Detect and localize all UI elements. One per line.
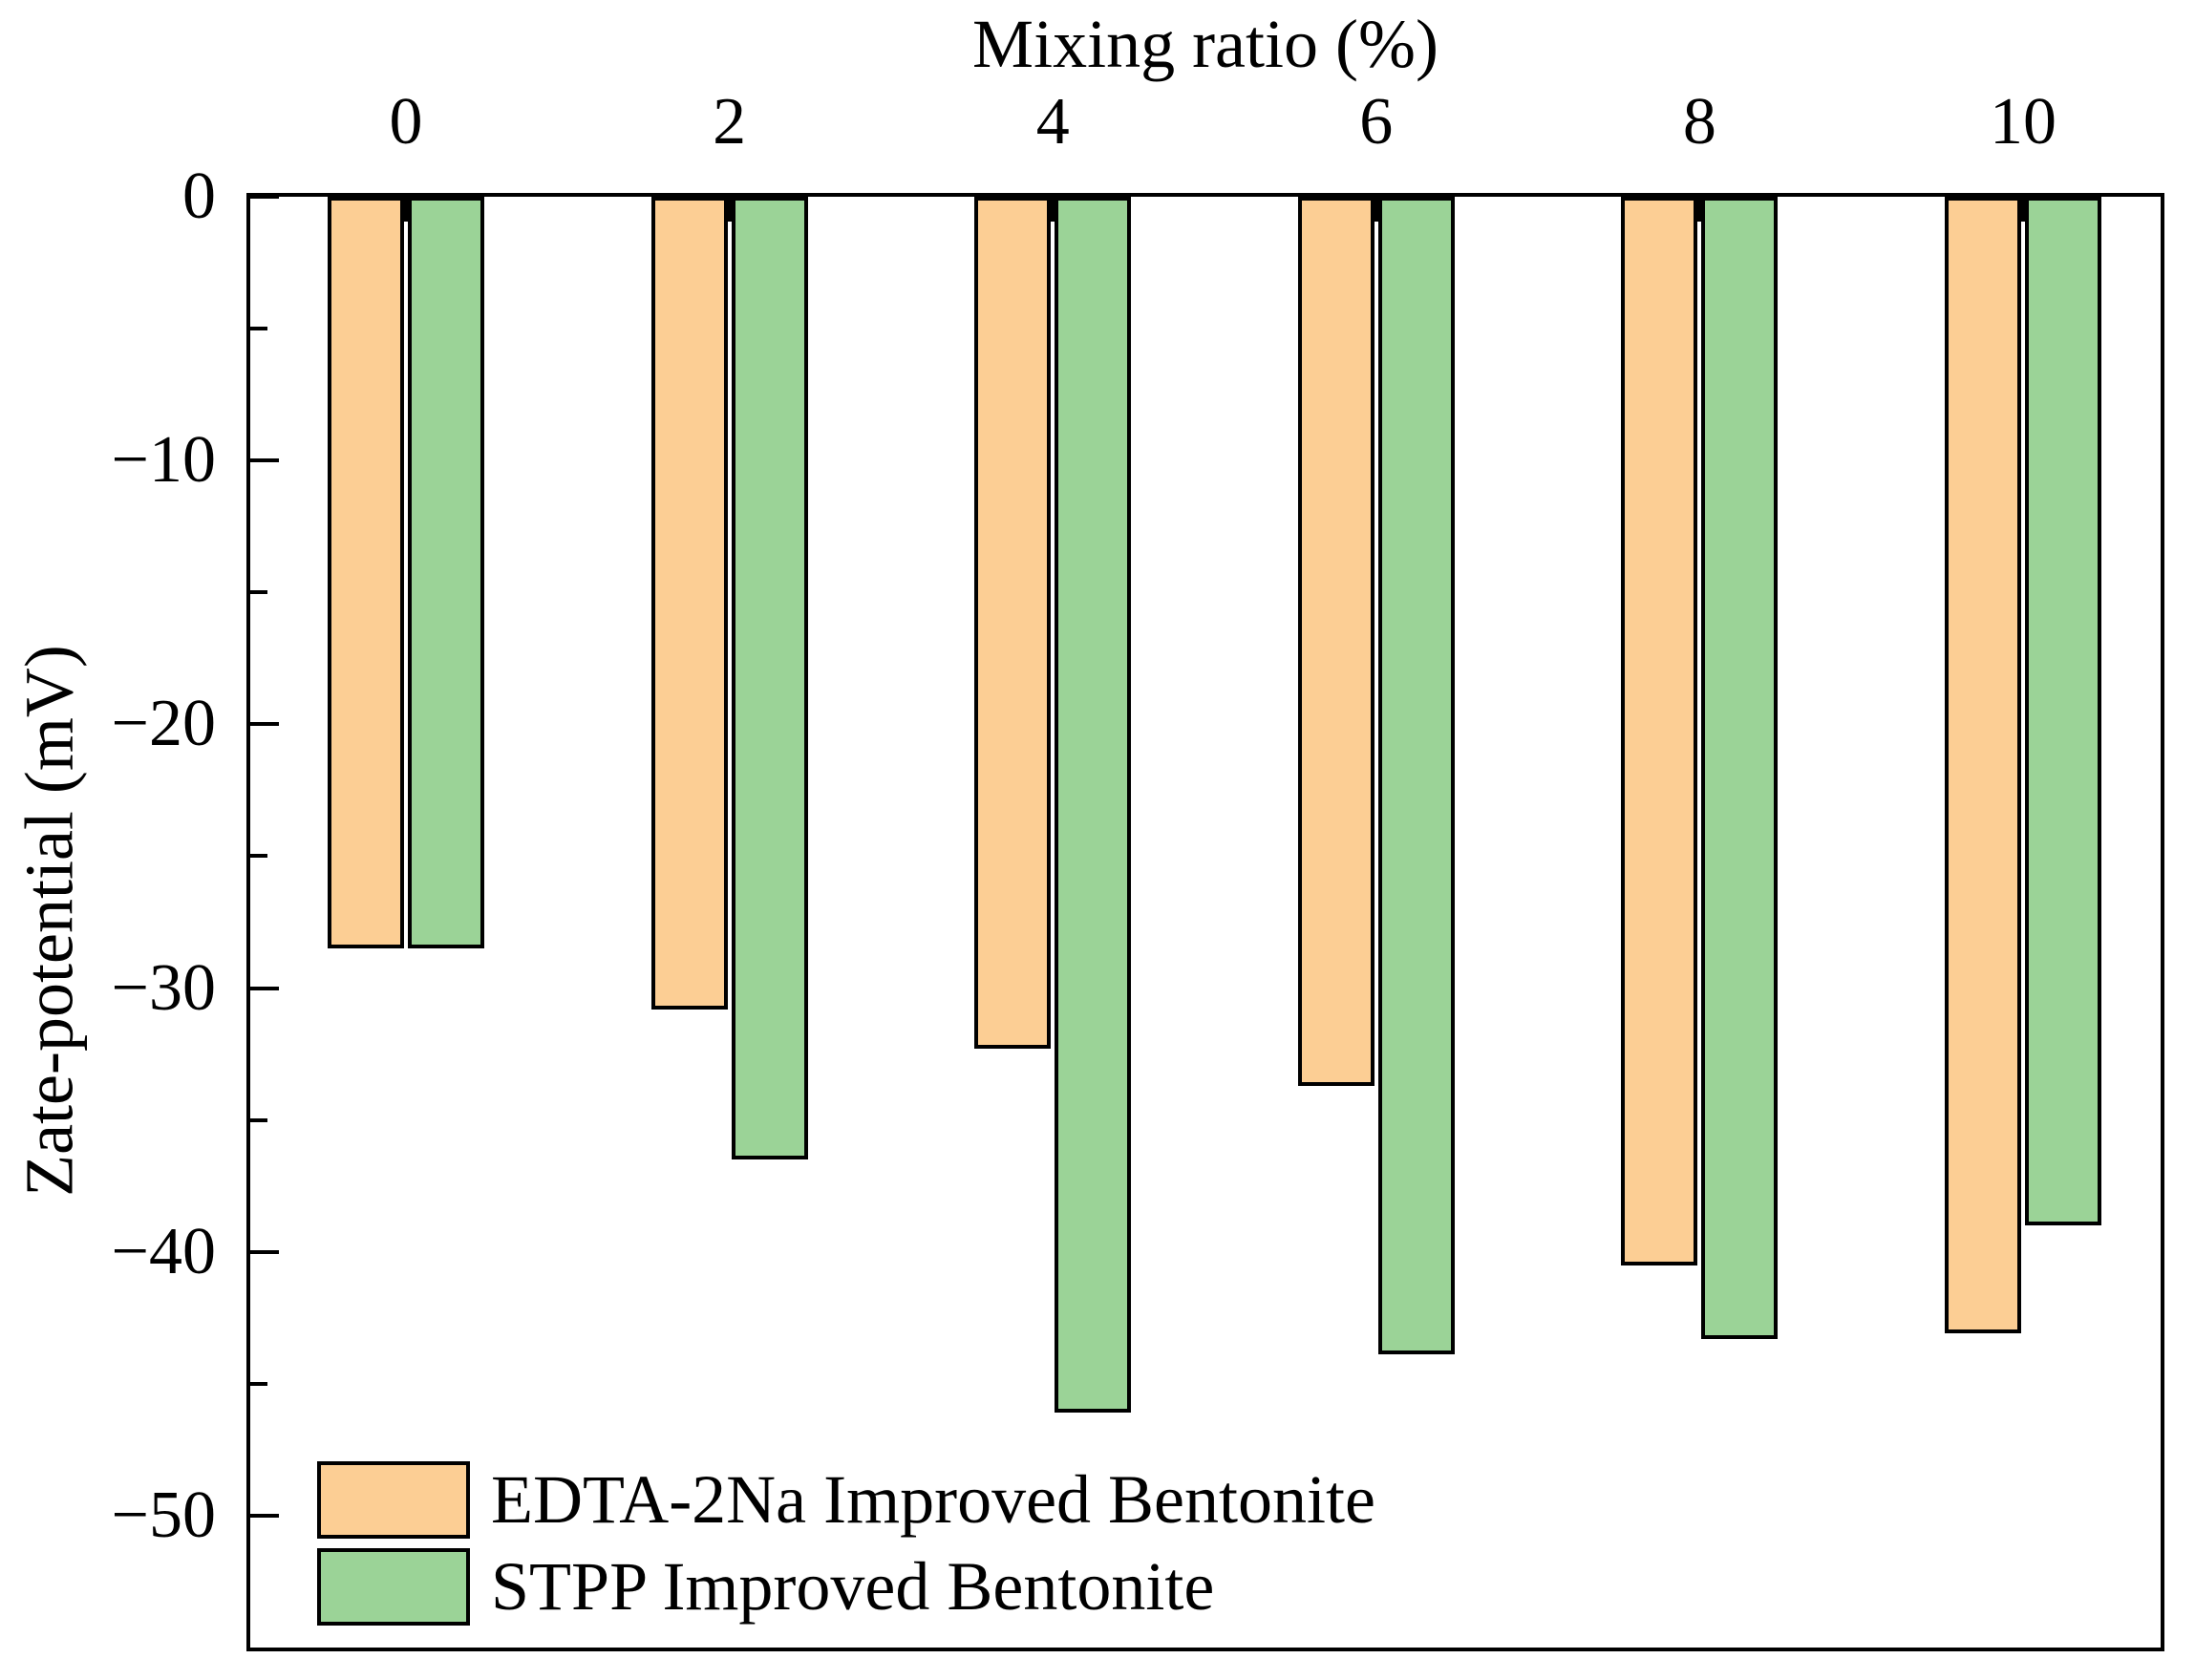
x-tick-label-2: 2 — [713, 85, 747, 159]
y-tick-label--30: −30 — [111, 950, 216, 1025]
y-tick-label--20: −20 — [111, 687, 216, 761]
x-tick-2 — [727, 197, 732, 222]
bar-stpp-4 — [1055, 197, 1132, 1413]
y-minor-tick--35 — [250, 1117, 267, 1122]
y-tick--30 — [250, 986, 279, 990]
x-tick-label-6: 6 — [1359, 85, 1394, 159]
y-tick-label--10: −10 — [111, 423, 216, 498]
y-tick-label--50: −50 — [111, 1478, 216, 1552]
bar-stpp-0 — [408, 197, 484, 948]
x-tick-8 — [1697, 197, 1702, 222]
x-tick-label-8: 8 — [1682, 85, 1716, 159]
x-tick-0 — [404, 197, 408, 222]
x-tick-label-4: 4 — [1035, 85, 1070, 159]
legend-swatch-stpp — [317, 1548, 470, 1626]
bar-edta-8 — [1621, 197, 1698, 1265]
y-minor-tick--15 — [250, 590, 267, 595]
x-axis-title: Mixing ratio (%) — [972, 6, 1438, 82]
x-tick-label-10: 10 — [1990, 85, 2056, 159]
y-tick-label-0: 0 — [182, 159, 216, 233]
legend-label-edta: EDTA-2Na Improved Bentonite — [491, 1461, 1375, 1538]
y-minor-tick--45 — [250, 1381, 267, 1386]
bar-edta-6 — [1297, 197, 1375, 1086]
bar-stpp-8 — [1701, 197, 1779, 1339]
x-tick-10 — [2021, 197, 2025, 222]
bar-edta-4 — [974, 197, 1052, 1049]
x-tick-label-0: 0 — [389, 85, 423, 159]
legend-label-stpp: STPP Improved Bentonite — [491, 1548, 1215, 1625]
y-tick--20 — [250, 722, 279, 727]
y-tick--50 — [250, 1513, 279, 1518]
x-tick-6 — [1374, 197, 1378, 222]
bar-edta-10 — [1945, 197, 2021, 1333]
legend-item-edta: EDTA-2Na Improved Bentonite — [317, 1461, 1375, 1539]
legend: EDTA-2Na Improved Bentonite STPP Improved… — [317, 1461, 1375, 1626]
x-tick-4 — [1051, 197, 1055, 222]
bar-edta-0 — [328, 197, 404, 948]
y-tick--10 — [250, 458, 279, 463]
y-minor-tick--5 — [250, 327, 267, 331]
y-minor-tick--25 — [250, 854, 267, 859]
y-tick-label--40: −40 — [111, 1214, 216, 1288]
bar-edta-2 — [650, 197, 728, 1010]
y-tick-0 — [250, 197, 279, 199]
bar-stpp-2 — [731, 197, 808, 1159]
plot-area — [246, 193, 2164, 1651]
y-tick--40 — [250, 1249, 279, 1254]
bar-stpp-10 — [2025, 197, 2101, 1225]
legend-swatch-edta — [317, 1461, 470, 1539]
legend-item-stpp: STPP Improved Bentonite — [317, 1548, 1375, 1626]
bar-stpp-6 — [1377, 197, 1455, 1354]
